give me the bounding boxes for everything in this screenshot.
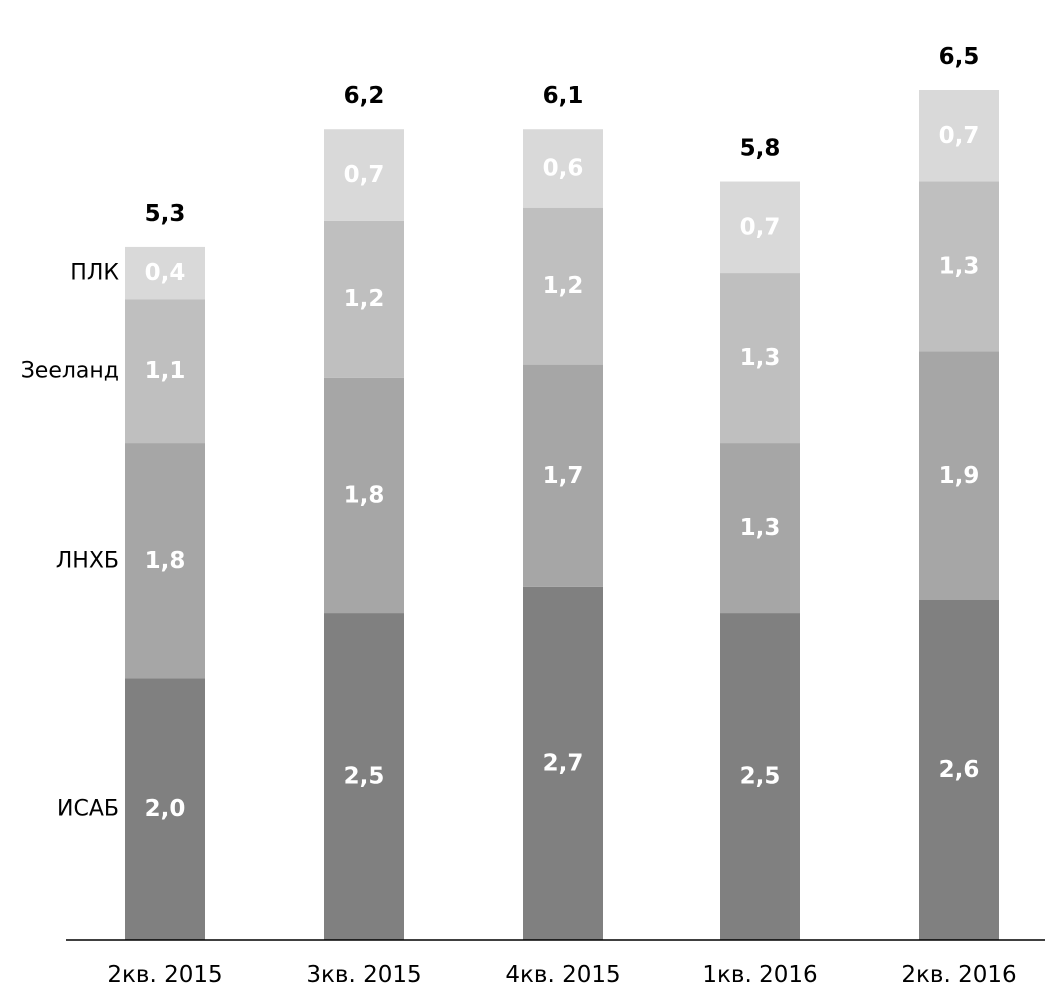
series-label-зееланд: Зееланд	[21, 359, 119, 384]
category-label-4: 1кв. 2016	[702, 962, 817, 988]
data-label-исаб-3: 2,7	[543, 750, 584, 776]
data-label-зееланд-1: 1,1	[145, 358, 186, 384]
data-label-плк-5: 0,7	[939, 123, 980, 149]
bar-segment-лнхб-2	[324, 377, 404, 614]
bar-segment-зееланд-4	[720, 273, 800, 444]
data-label-лнхб-1: 1,8	[145, 548, 186, 574]
bar-segment-зееланд-2	[324, 220, 404, 378]
data-label-лнхб-2: 1,8	[344, 482, 385, 508]
bar-segment-исаб-1	[125, 678, 205, 940]
series-label-лнхб: ЛНХБ	[56, 548, 119, 573]
total-label-3: 6,1	[543, 83, 584, 109]
data-label-исаб-1: 2,0	[145, 796, 186, 822]
bar-segment-лнхб-4	[720, 443, 800, 614]
bar-segment-исаб-2	[324, 613, 404, 940]
data-label-зееланд-2: 1,2	[344, 286, 385, 312]
total-label-2: 6,2	[344, 83, 385, 109]
data-label-лнхб-4: 1,3	[740, 515, 781, 541]
data-label-плк-1: 0,4	[145, 260, 186, 286]
bars-layer	[125, 90, 999, 940]
category-label-3: 4кв. 2015	[505, 962, 620, 988]
data-label-плк-4: 0,7	[740, 214, 781, 240]
bar-segment-плк-3	[523, 129, 603, 208]
data-label-исаб-4: 2,5	[740, 764, 781, 790]
bar-segment-лнхб-3	[523, 364, 603, 587]
series-label-плк: ПЛК	[70, 261, 119, 286]
bar-segment-плк-4	[720, 181, 800, 274]
bar-segment-плк-1	[125, 246, 205, 300]
bar-segment-плк-5	[919, 90, 999, 182]
data-label-лнхб-5: 1,9	[939, 463, 980, 489]
data-label-зееланд-3: 1,2	[543, 273, 584, 299]
total-label-5: 6,5	[939, 44, 980, 70]
bar-segment-исаб-4	[720, 613, 800, 940]
labels-layer: 2,0 ИСАБ 1,8 ЛНХБ 1,1 Зееланд 0,4 ПЛК 5,3 2кв. 20…	[21, 44, 1017, 988]
bar-segment-исаб-3	[523, 586, 603, 940]
series-label-исаб: ИСАБ	[57, 797, 119, 822]
data-label-исаб-2: 2,5	[344, 764, 385, 790]
total-label-4: 5,8	[740, 136, 781, 162]
data-label-исаб-5: 2,6	[939, 757, 980, 783]
bar-segment-лнхб-5	[919, 351, 999, 600]
data-label-зееланд-4: 1,3	[740, 345, 781, 371]
bar-segment-лнхб-1	[125, 443, 205, 679]
bar-segment-плк-2	[324, 129, 404, 221]
category-label-5: 2кв. 2016	[901, 962, 1016, 988]
data-label-лнхб-3: 1,7	[543, 463, 584, 489]
bar-segment-зееланд-1	[125, 299, 205, 444]
data-label-зееланд-5: 1,3	[939, 254, 980, 280]
bar-segment-исаб-5	[919, 600, 999, 940]
bar-segment-зееланд-3	[523, 207, 603, 365]
total-label-1: 5,3	[145, 201, 186, 227]
category-label-2: 3кв. 2015	[306, 962, 421, 988]
bar-segment-зееланд-5	[919, 181, 999, 352]
category-label-1: 2кв. 2015	[107, 962, 222, 988]
data-label-плк-3: 0,6	[543, 155, 584, 181]
data-label-плк-2: 0,7	[344, 162, 385, 188]
